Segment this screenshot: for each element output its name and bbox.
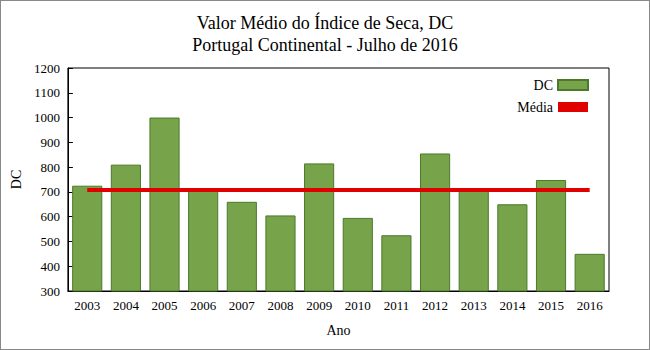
svg-text:Valor Médio do Índice de Seca,: Valor Médio do Índice de Seca, DC [197, 12, 453, 33]
svg-text:600: 600 [40, 209, 60, 224]
svg-text:2004: 2004 [113, 298, 140, 313]
svg-text:2012: 2012 [422, 298, 448, 313]
svg-text:2011: 2011 [384, 298, 410, 313]
svg-text:900: 900 [40, 135, 60, 150]
svg-text:2015: 2015 [538, 298, 564, 313]
svg-text:2009: 2009 [306, 298, 332, 313]
svg-text:Ano: Ano [326, 323, 350, 338]
svg-text:300: 300 [40, 284, 60, 299]
svg-text:2005: 2005 [152, 298, 178, 313]
svg-text:2003: 2003 [74, 298, 100, 313]
svg-text:2013: 2013 [461, 298, 487, 313]
svg-text:500: 500 [40, 234, 60, 249]
svg-text:1200: 1200 [34, 61, 60, 76]
svg-text:2008: 2008 [267, 298, 293, 313]
svg-text:2014: 2014 [499, 298, 526, 313]
svg-text:Média: Média [517, 100, 554, 115]
svg-text:1000: 1000 [34, 110, 60, 125]
svg-text:2007: 2007 [229, 298, 256, 313]
svg-text:800: 800 [40, 160, 60, 175]
svg-text:DC: DC [534, 78, 553, 93]
svg-text:400: 400 [40, 259, 60, 274]
svg-text:1100: 1100 [34, 85, 60, 100]
svg-text:2016: 2016 [577, 298, 604, 313]
svg-text:2010: 2010 [345, 298, 371, 313]
svg-text:DC: DC [9, 170, 24, 189]
svg-text:700: 700 [40, 184, 60, 199]
svg-text:Portugal Continental - Julho d: Portugal Continental - Julho de 2016 [192, 35, 457, 55]
svg-text:2006: 2006 [190, 298, 217, 313]
